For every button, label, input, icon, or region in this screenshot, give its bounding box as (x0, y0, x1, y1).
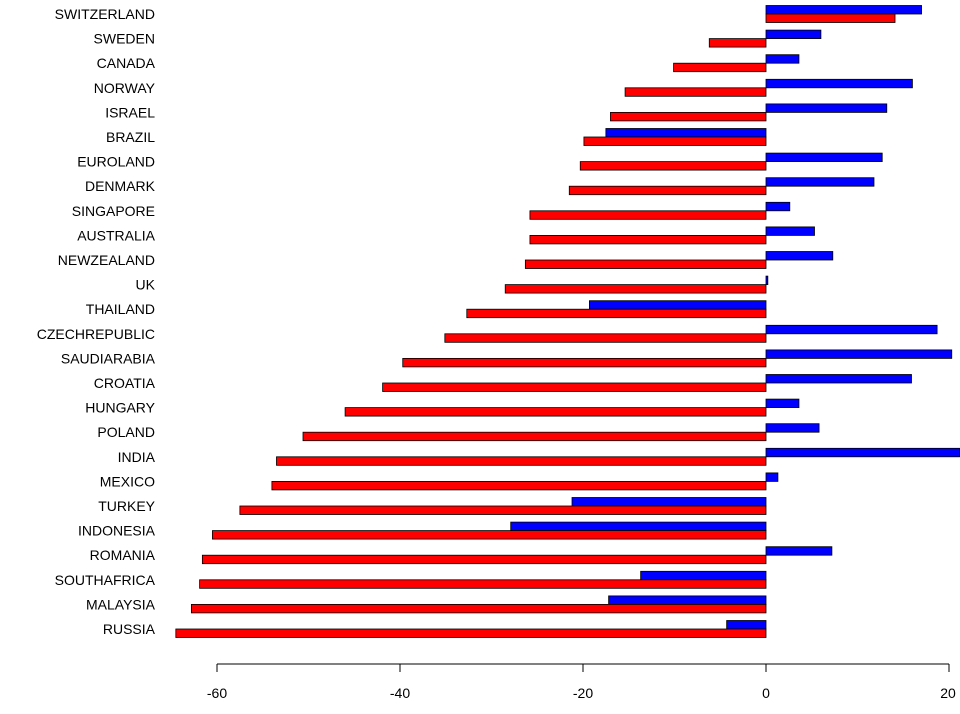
category-label: DENMARK (85, 178, 156, 194)
category-label: CANADA (97, 55, 156, 71)
red-bar (276, 456, 767, 466)
red-bar (466, 308, 767, 319)
red-bar (402, 357, 767, 368)
blue-bar (765, 349, 953, 359)
x-tick-label: 0 (762, 685, 770, 701)
category-label: MEXICO (100, 473, 155, 489)
red-bar (382, 382, 767, 392)
blue-bar (640, 570, 767, 581)
category-label: HUNGARY (85, 400, 155, 416)
x-tick-label: -40 (390, 685, 410, 701)
blue-bar (765, 103, 888, 113)
category-label: CZECHREPUBLIC (37, 326, 155, 342)
blue-bar (765, 275, 769, 286)
red-bar (201, 554, 767, 565)
category-label: SOUTHAFRICA (55, 572, 156, 588)
x-tick-label: -60 (207, 685, 227, 701)
red-bar (673, 62, 767, 73)
red-bar (568, 185, 767, 196)
category-label: SINGAPORE (72, 203, 155, 219)
blue-bar (765, 177, 875, 187)
blue-bar (605, 128, 767, 138)
red-bar (239, 505, 767, 515)
category-label: THAILAND (86, 301, 155, 317)
category-label: SAUDIARABIA (61, 350, 156, 366)
red-bar (444, 333, 767, 343)
category-label: INDIA (118, 449, 156, 465)
red-bar (199, 579, 767, 589)
category-label: NEWZEALAND (58, 252, 155, 268)
x-tick-label: 20 (940, 685, 956, 701)
blue-bar (765, 398, 800, 409)
blue-bar (608, 595, 767, 605)
category-label: CROATIA (94, 375, 156, 391)
blue-bar (765, 472, 779, 482)
blue-bar (765, 324, 938, 335)
red-bar (765, 13, 896, 23)
red-bar (212, 530, 767, 540)
red-bar (579, 161, 767, 171)
blue-bar (765, 54, 800, 64)
red-bar (524, 259, 767, 269)
x-tick-label: -20 (573, 685, 593, 701)
red-bar (583, 136, 767, 146)
blue-bar (765, 447, 960, 458)
blue-bar (765, 78, 913, 89)
blue-bar (765, 152, 883, 163)
red-bar (529, 234, 767, 245)
blue-bar (765, 423, 820, 433)
blue-bar (726, 620, 767, 630)
red-bar (624, 87, 767, 97)
category-label: INDONESIA (78, 523, 156, 539)
blue-bar (571, 497, 767, 507)
category-label: TURKEY (98, 498, 155, 514)
category-label: MALAYSIA (86, 596, 156, 612)
category-label: EUROLAND (77, 154, 155, 170)
red-bar (302, 431, 767, 442)
blue-bar (765, 226, 815, 236)
bars-group (175, 5, 960, 638)
category-label: POLAND (97, 424, 155, 440)
category-label: ROMANIA (90, 547, 156, 563)
category-label: SWEDEN (94, 31, 155, 47)
blue-bar (765, 374, 912, 384)
category-label: BRAZIL (106, 129, 155, 145)
red-bar (271, 480, 767, 491)
category-label: RUSSIA (103, 621, 156, 637)
blue-bar (765, 251, 834, 261)
category-label: UK (136, 277, 156, 293)
blue-bar (765, 546, 833, 556)
red-bar (175, 628, 767, 638)
blue-bar (765, 29, 822, 40)
red-bar (504, 284, 767, 294)
blue-bar (589, 300, 767, 310)
red-bar (708, 38, 767, 48)
category-label: SWITZERLAND (55, 6, 155, 22)
category-label: ISRAEL (105, 104, 155, 120)
category-label: NORWAY (94, 80, 156, 96)
category-label: AUSTRALIA (77, 227, 155, 243)
blue-bar (765, 201, 791, 212)
red-bar (529, 210, 767, 220)
red-bar (344, 407, 767, 417)
blue-bar (510, 521, 767, 531)
red-bar (610, 112, 767, 122)
category-labels: SWITZERLAND SWEDEN CANADA NORWAY ISRAEL BRAZI… (37, 6, 156, 637)
x-axis: -60 -40 -20 0 20 (207, 663, 956, 701)
red-bar (190, 604, 767, 614)
blue-bar (765, 5, 922, 15)
